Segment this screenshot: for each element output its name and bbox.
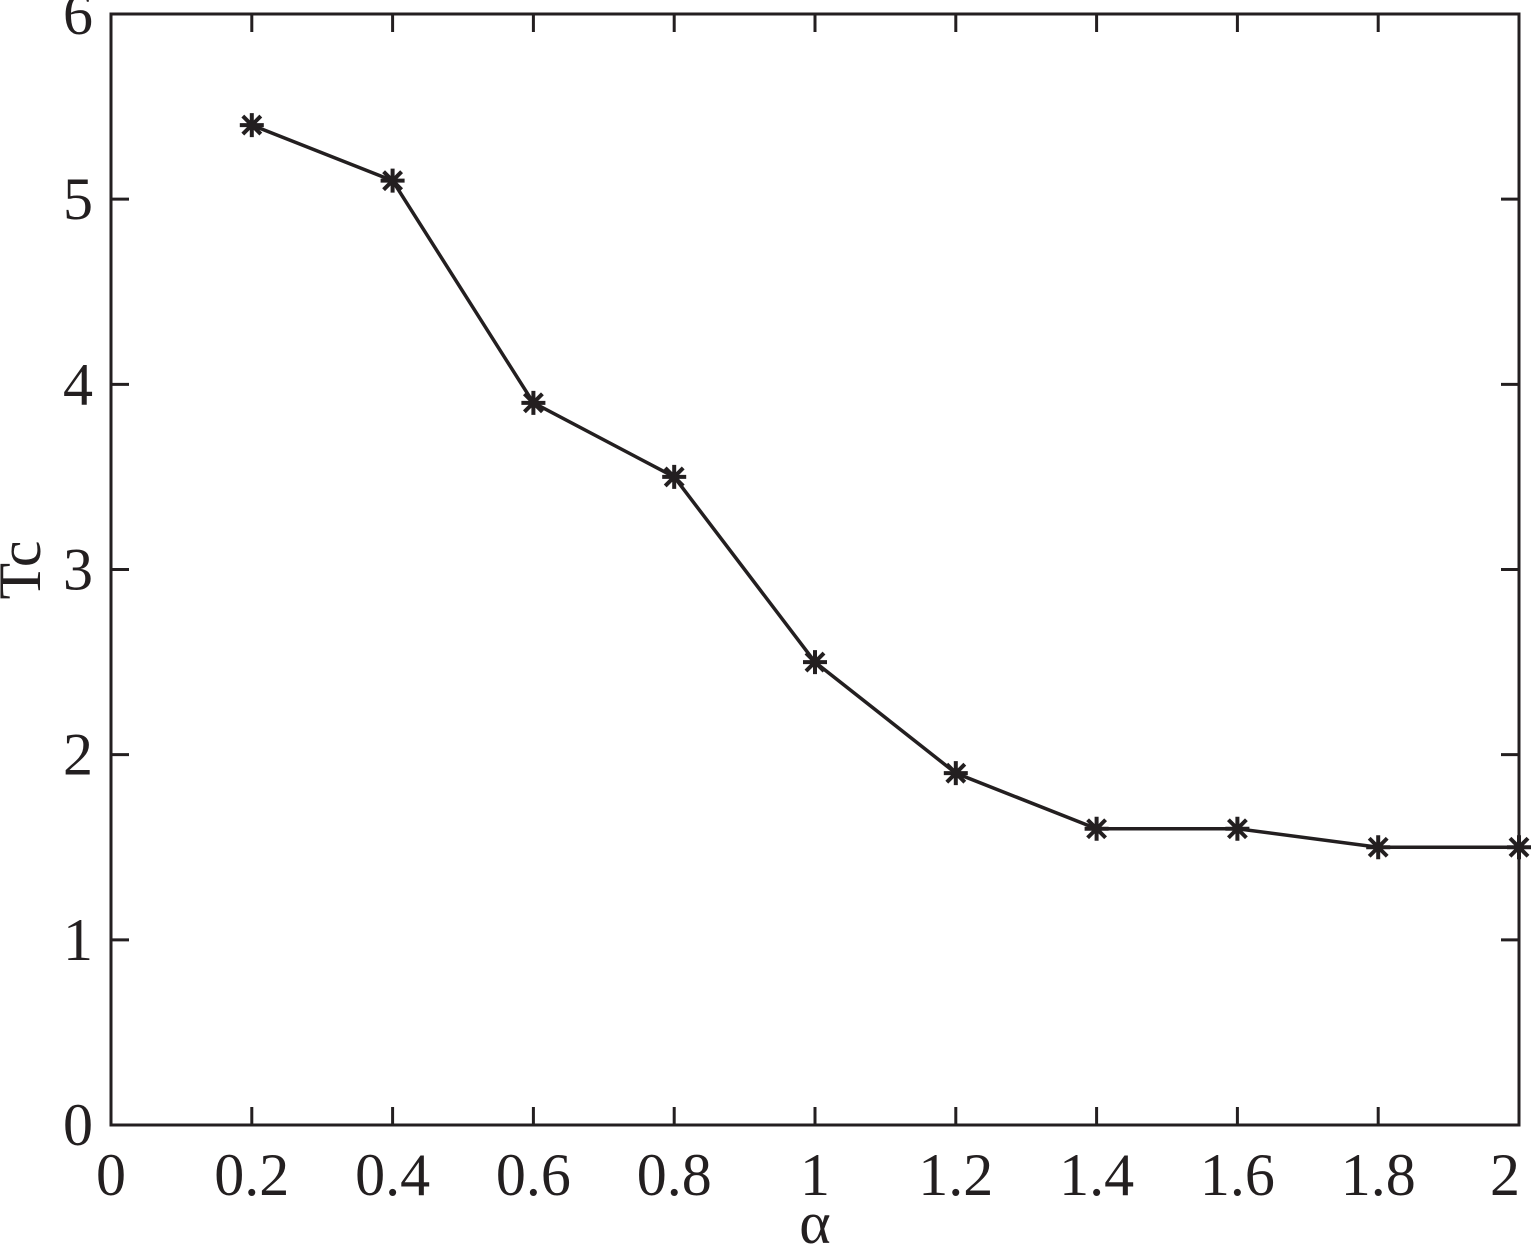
- y-tick-label: 3: [63, 537, 93, 603]
- data-marker: [803, 650, 827, 675]
- x-axis-label: α: [799, 1190, 830, 1252]
- x-tick-label: 1.4: [1059, 1142, 1134, 1208]
- x-tick-label: 1: [800, 1142, 830, 1208]
- plot-frame: [109, 12, 1521, 1127]
- data-marker: [662, 464, 687, 489]
- data-marker: [239, 113, 264, 138]
- y-tick-label: 4: [63, 351, 93, 417]
- y-axis-label: Tc: [0, 540, 53, 599]
- y-tick-label: 0: [63, 1092, 93, 1158]
- data-marker: [1225, 816, 1250, 841]
- x-tick-label: 0: [96, 1142, 126, 1208]
- x-tick-label: 0.6: [496, 1142, 571, 1208]
- x-tick-label: 1.2: [918, 1142, 993, 1208]
- data-marker: [380, 168, 405, 193]
- data-marker: [1366, 835, 1391, 860]
- x-tick-label: 0.2: [214, 1142, 289, 1208]
- x-tick-label: 1.6: [1200, 1142, 1275, 1208]
- x-tick-label: 0.8: [637, 1142, 712, 1208]
- x-tick-label: 0.4: [355, 1142, 430, 1208]
- y-tick-label: 2: [63, 722, 93, 788]
- data-marker: [1507, 835, 1531, 860]
- y-tick-label: 5: [63, 166, 93, 232]
- x-tick-label: 2: [1490, 1142, 1520, 1208]
- data-line: [251, 123, 1519, 849]
- y-tick-label: 1: [63, 907, 93, 973]
- data-marker: [943, 761, 968, 786]
- x-tick-label: 1.8: [1341, 1142, 1416, 1208]
- y-tick-label: 6: [63, 0, 93, 47]
- data-marker: [521, 390, 546, 415]
- data-marker: [1084, 816, 1109, 841]
